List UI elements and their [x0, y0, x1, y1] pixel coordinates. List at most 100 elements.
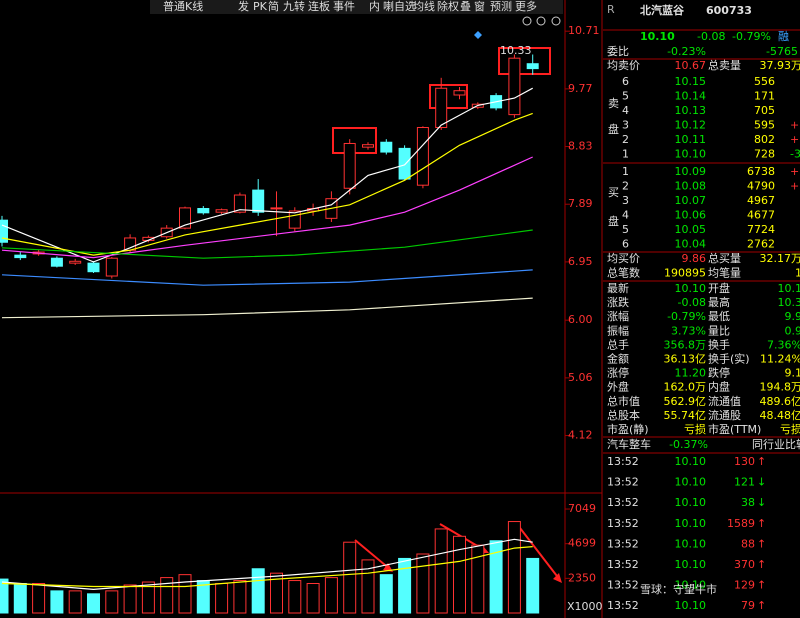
- moving-average: [1, 269, 533, 286]
- tick-dir: ↑: [757, 558, 766, 571]
- row-label: 总股本: [607, 408, 640, 422]
- y-tick-label: 4.12: [568, 429, 593, 442]
- moving-average: [1, 156, 533, 259]
- row-value: 11.20: [675, 367, 707, 380]
- level-volume: 171: [754, 90, 775, 103]
- row-value: 489.6亿: [760, 395, 800, 408]
- candle-body: [380, 141, 393, 153]
- candle-body: [105, 257, 118, 277]
- close-icon[interactable]: [551, 16, 561, 26]
- row-value: 10.1: [778, 282, 800, 295]
- y-tick-label: 10.71: [568, 24, 600, 37]
- volume-bar: [32, 583, 46, 614]
- watermark: 雪球：守望牛市: [640, 582, 717, 596]
- candle-body: [197, 208, 210, 214]
- volume-bar: [324, 577, 338, 614]
- toolbar-item: 叠: [460, 0, 471, 13]
- row-label: 总买量: [708, 251, 741, 265]
- row-label: 总手: [607, 337, 629, 351]
- toolbar-item: 预测: [490, 0, 512, 13]
- tick-dir: ↑: [757, 455, 766, 468]
- toolbar-item: 喇自选: [383, 0, 416, 13]
- y-tick-label: 9.77: [568, 82, 593, 95]
- tick-volume: 1589: [727, 517, 755, 530]
- level-delta: +6: [790, 180, 800, 193]
- tick-dir: ↑: [757, 599, 766, 612]
- tick-time: 13:52: [607, 558, 639, 571]
- volume-bar: [507, 521, 521, 614]
- row-value: 3.73%: [671, 324, 706, 337]
- toolbar: [150, 0, 563, 14]
- level-volume: 7724: [747, 223, 775, 236]
- candle-body: [14, 254, 27, 259]
- candle-body: [288, 210, 301, 229]
- tick-dir: ↑: [757, 537, 766, 550]
- tick-time: 13:52: [607, 455, 639, 468]
- level-price: 10.10: [675, 148, 707, 161]
- level: 6: [622, 238, 629, 251]
- level-delta: +1: [790, 165, 800, 178]
- row-label: 流通股: [708, 408, 741, 422]
- tick-time: 13:52: [607, 517, 639, 530]
- level-delta: +1: [790, 133, 800, 146]
- row-value: 11.24%: [760, 353, 800, 366]
- toolbar-item: 普通K线: [163, 0, 203, 13]
- side-label: 买: [608, 186, 619, 199]
- level: 5: [622, 223, 629, 236]
- tick-price: 10.10: [675, 579, 707, 592]
- volume-bar: [87, 593, 100, 614]
- y-tick-label: 6.00: [568, 313, 593, 326]
- row-value: 55.74亿: [664, 409, 707, 422]
- stock-code: 600733: [706, 4, 752, 17]
- tick-time: 13:52: [607, 579, 639, 592]
- row-value: 32.17万: [760, 252, 800, 265]
- moving-average: [1, 297, 533, 319]
- y-tick-label: 7049: [568, 502, 596, 515]
- candle-body: [0, 219, 8, 243]
- tick-volume: 370: [734, 558, 755, 571]
- arrow-head: [553, 573, 562, 583]
- toolbar-item: 发: [238, 0, 249, 13]
- candle-body: [343, 142, 356, 189]
- level-price: 10.09: [675, 165, 707, 178]
- highlight-box: [498, 47, 551, 75]
- volume-bar: [471, 544, 485, 614]
- industry-compare[interactable]: 同行业比较: [752, 437, 800, 451]
- candle-body: [87, 262, 100, 273]
- row-label: 总卖量: [708, 58, 741, 72]
- candle-body: [50, 257, 63, 267]
- tick-price: 10.10: [675, 599, 707, 612]
- tick-time: 13:52: [607, 476, 639, 489]
- candle-body: [508, 57, 521, 116]
- level-price: 10.06: [675, 209, 707, 222]
- row-value: -5765: [766, 45, 798, 58]
- tick-volume: 88: [741, 537, 755, 550]
- volume-bar: [343, 541, 357, 614]
- tick-price: 10.10: [675, 558, 707, 571]
- row-label: 最新: [607, 281, 629, 295]
- moving-average: [1, 546, 533, 588]
- toolbar-item: 均线: [413, 0, 435, 13]
- level-delta: +: [790, 119, 799, 132]
- row-value: 1: [795, 267, 800, 280]
- volume-bar: [141, 581, 155, 614]
- row-label: 涨跌: [607, 295, 629, 309]
- level: 2: [622, 180, 629, 193]
- row-value: 9.86: [682, 252, 707, 265]
- zoom-out-icon[interactable]: [536, 16, 546, 26]
- margin-tag: 融: [778, 30, 789, 43]
- moving-average: [1, 112, 533, 256]
- tick-time: 13:52: [607, 599, 639, 612]
- row-label: 跌停: [708, 366, 730, 380]
- row-label: 均笔量: [708, 266, 741, 280]
- moving-average: [1, 229, 533, 259]
- y-tick-label: 6.95: [568, 255, 593, 268]
- tick-volume: 130: [734, 455, 755, 468]
- level: 4: [622, 104, 629, 117]
- moving-average: [1, 87, 533, 263]
- volume-bar: [434, 528, 448, 614]
- row-value: 37.93万: [760, 59, 800, 72]
- zoom-in-icon[interactable]: [522, 16, 532, 26]
- tick-time: 13:52: [607, 496, 639, 509]
